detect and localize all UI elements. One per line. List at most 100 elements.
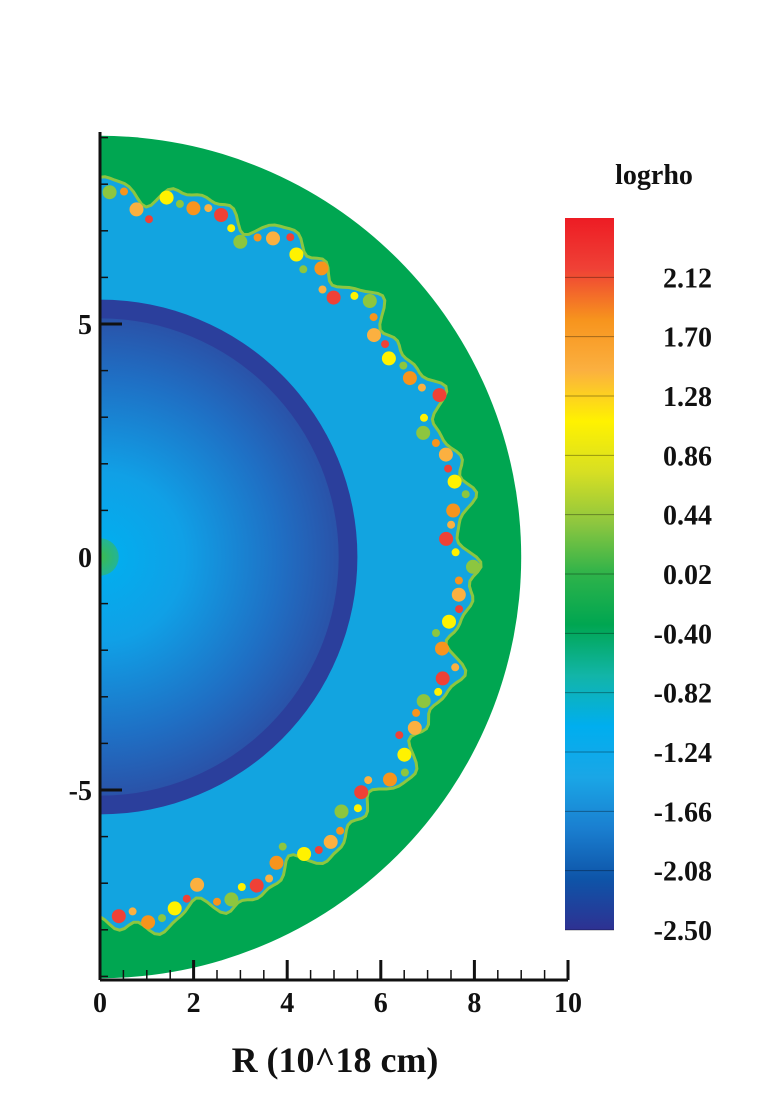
instability-clump <box>435 641 449 656</box>
instability-clumps <box>102 185 480 930</box>
instability-clump <box>451 548 460 557</box>
instability-clump <box>439 531 454 546</box>
instability-clump <box>336 826 345 835</box>
instability-clump <box>334 804 349 819</box>
instability-clump <box>266 231 280 246</box>
instability-clump <box>158 914 166 923</box>
colorbar-label: 0.44 <box>663 501 712 532</box>
x-tick-label: 6 <box>374 988 388 1019</box>
colorbar-label: -1.66 <box>654 797 712 828</box>
instability-clump <box>447 474 462 489</box>
instability-clump <box>451 663 460 672</box>
instability-clump <box>362 294 377 308</box>
colorbar-label: 1.70 <box>663 323 712 354</box>
colorbar-label: -2.50 <box>654 916 712 947</box>
instability-clump <box>454 576 463 585</box>
instability-clump <box>432 388 447 403</box>
instability-clump <box>432 629 440 637</box>
instability-clump <box>412 708 421 717</box>
inner-bubble-region <box>100 318 339 796</box>
colorbar-label: 0.02 <box>663 560 712 591</box>
instability-clump <box>353 804 362 813</box>
instability-clump <box>145 215 153 224</box>
instability-clump <box>447 520 456 529</box>
instability-clump <box>297 847 312 861</box>
instability-clump <box>455 605 464 614</box>
instability-clump <box>213 897 221 906</box>
density-field <box>100 135 522 979</box>
colorbar: logrho 2.12 1.70 1.28 0.86 0.44 0.02 -0.40 -0.8… <box>565 160 712 947</box>
colorbar-label: 0.86 <box>663 441 712 472</box>
colorbar-scale <box>565 218 614 930</box>
y-tick-label: 0 <box>78 543 92 574</box>
instability-clump <box>299 265 308 274</box>
instability-clump <box>466 559 480 574</box>
instability-clump <box>438 447 453 462</box>
instability-clump <box>111 909 126 924</box>
instability-clump <box>286 233 295 242</box>
x-tick-label: 4 <box>280 988 294 1019</box>
x-tick-label: 2 <box>187 988 201 1019</box>
instability-clump <box>141 915 156 930</box>
instability-clump <box>233 234 248 249</box>
instability-clump <box>102 185 117 200</box>
y-ticks: 5 0 -5 <box>69 136 122 978</box>
instability-clump <box>431 439 440 447</box>
x-tick-label: 10 <box>554 988 582 1019</box>
colorbar-label: -0.40 <box>654 619 712 650</box>
instability-clump <box>444 464 453 473</box>
core-region <box>100 538 119 576</box>
x-tick-label: 8 <box>467 988 481 1019</box>
instability-clump <box>354 785 369 800</box>
instability-clump <box>159 190 174 205</box>
instability-clump <box>435 671 450 686</box>
instability-clump <box>461 490 470 499</box>
instability-clump <box>167 901 182 916</box>
instability-clump <box>129 202 144 217</box>
instability-clump <box>269 855 284 870</box>
colorbar-labels: 2.12 1.70 1.28 0.86 0.44 0.02 -0.40 -0.82 -1.24 -… <box>654 263 712 947</box>
instability-clump <box>204 204 213 213</box>
instability-clump <box>318 285 327 294</box>
instability-clump <box>214 208 229 222</box>
instability-clump <box>381 340 390 349</box>
instability-clump <box>190 877 205 892</box>
instability-clump <box>120 187 128 196</box>
instability-clump <box>434 687 443 696</box>
instability-clump <box>416 425 431 440</box>
instability-clump <box>289 247 304 262</box>
instability-clump <box>182 894 191 903</box>
colorbar-title: logrho <box>615 160 693 191</box>
instability-clump <box>326 290 341 305</box>
colorbar-level-lines <box>565 276 614 931</box>
instability-clump <box>278 842 287 851</box>
instability-clump <box>128 907 137 916</box>
colorbar-label: -0.82 <box>654 679 712 710</box>
instability-clump <box>416 694 431 709</box>
x-ticks: 0 2 4 6 8 10 <box>93 960 582 1019</box>
instability-clump <box>402 371 417 386</box>
x-axis-title: R (10^18 cm) <box>232 1040 439 1080</box>
instability-clump <box>446 503 461 518</box>
instability-clump <box>367 328 381 343</box>
instability-clump <box>420 413 428 422</box>
instability-clump <box>417 383 426 392</box>
colorbar-label: 1.28 <box>663 382 712 413</box>
instability-clump <box>397 747 412 762</box>
instability-clump <box>451 587 466 602</box>
y-tick-label: -5 <box>69 776 92 807</box>
instability-clump <box>395 731 404 740</box>
instability-clump <box>265 874 274 883</box>
instability-clump <box>350 291 359 300</box>
instability-clump <box>314 261 329 276</box>
instability-clump <box>400 768 409 777</box>
instability-clump <box>383 772 397 787</box>
instability-clump <box>253 233 262 242</box>
instability-clump <box>224 892 239 907</box>
instability-clump <box>227 224 236 233</box>
instability-clump <box>323 834 338 849</box>
instability-clump <box>314 846 323 854</box>
instability-clump <box>249 878 264 893</box>
x-tick-label: 0 <box>93 988 107 1019</box>
